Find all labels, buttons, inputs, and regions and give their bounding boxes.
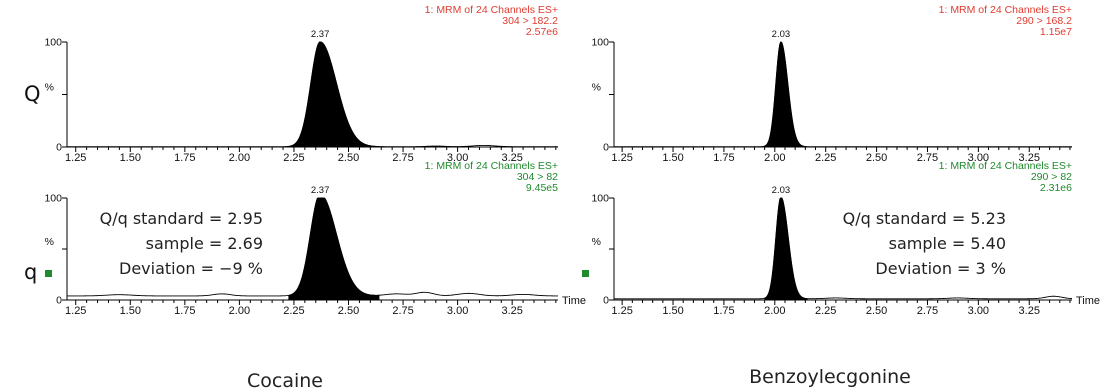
compound-name-cocaine: Cocaine [247,370,323,392]
x-tick-label: 1.50 [120,152,141,164]
x-tick-label: 2.75 [392,152,413,164]
x-tick-label: 2.75 [392,305,413,317]
x-axis-label: Time [1076,295,1100,307]
qq-ratio-annotation: Q/q standard = 2.95 [100,209,263,228]
y-tick-label: 0 [603,142,609,154]
x-tick-label: 2.50 [866,152,887,164]
x-tick-label: 3.00 [968,152,989,164]
y-axis-label: % [45,82,54,94]
x-tick-label: 1.50 [662,305,683,317]
y-tick-label: 100 [591,37,609,49]
qq-ratio-annotation: Deviation = −9 % [119,259,263,278]
peak-area [764,197,808,301]
y-axis-label: % [45,236,54,248]
x-tick-label: 2.00 [229,305,250,317]
x-tick-label: 3.00 [968,305,989,317]
trace-header-line: 290 > 82 [1031,171,1072,183]
x-tick-label: 2.25 [283,152,304,164]
y-tick-label: 100 [44,37,62,49]
trace-header-line: 2.57e6 [526,26,558,38]
x-tick-label: 2.25 [815,152,836,164]
x-tick-label: 3.00 [447,305,468,317]
trace-header-line: 2.31e6 [1040,182,1072,194]
y-tick-label: 0 [56,142,62,154]
x-tick-label: 2.25 [283,305,304,317]
x-tick-label: 2.00 [764,305,785,317]
x-tick-label: 2.50 [866,305,887,317]
trace-header-line: 1: MRM of 24 Channels ES+ [425,160,558,172]
x-tick-label: 2.75 [917,305,938,317]
x-tick-label: 3.25 [1019,152,1040,164]
qq-ratio-annotation: sample = 2.69 [146,234,263,253]
x-tick-label: 3.25 [501,152,522,164]
x-tick-label: 1.25 [611,305,632,317]
x-tick-label: 3.25 [1019,305,1040,317]
peak-retention-label: 2.37 [311,29,330,40]
peak-retention-label: 2.37 [311,185,330,196]
qq-ratio-annotation: sample = 5.40 [889,234,1006,253]
qq-ratio-annotation: Deviation = 3 % [875,259,1006,278]
peak-retention-label: 2.03 [772,185,791,196]
y-axis-label: % [592,82,601,94]
x-tick-label: 1.75 [174,152,195,164]
peak-area [288,197,380,301]
x-tick-label: 2.75 [917,152,938,164]
trace-line [614,197,1073,300]
trace-line [614,41,1072,148]
green-square-icon [582,270,589,277]
trace-header-line: 1: MRM of 24 Channels ES+ [939,160,1072,172]
x-tick-label: 2.00 [229,152,250,164]
trace-header-line: 290 > 168.2 [1016,15,1072,27]
trace-header-line: 1: MRM of 24 Channels ES+ [425,4,558,16]
x-tick-label: 1.75 [713,305,734,317]
x-tick-label: 3.00 [447,152,468,164]
x-tick-label: 1.25 [65,305,86,317]
row-label-quantifier: Q [24,82,41,106]
trace-header-line: 9.45e5 [526,182,558,194]
trace-header-line: 1: MRM of 24 Channels ES+ [939,4,1072,16]
y-axis-label: % [592,236,601,248]
compound-name-benzoylecgonine: Benzoylecgonine [749,366,911,388]
y-tick-label: 100 [591,193,609,205]
y-tick-label: 0 [56,295,62,307]
trace-header-line: 1.15e7 [1040,26,1072,38]
row-label-qualifier: q [24,260,38,284]
trace-header-line: 304 > 182.2 [502,15,558,27]
x-tick-label: 1.25 [65,152,86,164]
green-square-icon [45,270,52,277]
x-tick-label: 3.25 [501,305,522,317]
x-tick-label: 1.50 [120,305,141,317]
x-tick-label: 2.00 [764,152,785,164]
x-axis-label: Time [562,295,586,307]
x-tick-label: 2.50 [338,152,359,164]
y-tick-label: 100 [44,193,62,205]
peak-area [764,41,807,148]
peak-retention-label: 2.03 [772,29,791,40]
peak-area [289,41,380,148]
x-tick-label: 2.50 [338,305,359,317]
x-tick-label: 1.25 [611,152,632,164]
y-tick-label: 0 [603,295,609,307]
x-tick-label: 2.25 [815,305,836,317]
qq-ratio-annotation: Q/q standard = 5.23 [843,209,1006,228]
trace-header-line: 304 > 82 [517,171,558,183]
x-tick-label: 1.75 [174,305,195,317]
x-tick-label: 1.75 [713,152,734,164]
x-tick-label: 1.50 [662,152,683,164]
